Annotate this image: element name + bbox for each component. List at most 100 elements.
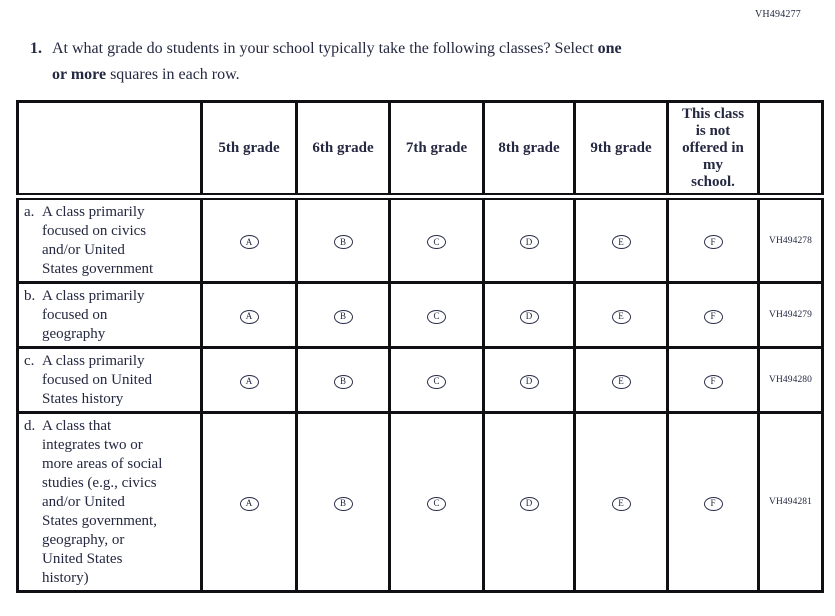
row-label: A class primarily focused on civics and/or… [42, 204, 154, 277]
option-cell: E [573, 411, 669, 593]
option-bubble-e[interactable]: E [611, 496, 631, 511]
option-bubble-f[interactable]: F [703, 309, 723, 324]
option-bubble-e[interactable]: E [611, 374, 631, 389]
row-label: A class primarily focused on United States… [42, 353, 152, 407]
option-cell: A [200, 195, 298, 284]
option-letter: A [245, 498, 253, 508]
option-bubble-a[interactable]: A [239, 374, 259, 389]
option-letter: E [618, 498, 624, 508]
option-bubble-f[interactable]: F [703, 235, 723, 249]
option-letter: B [339, 311, 346, 321]
option-bubble-d[interactable]: D [519, 374, 539, 389]
option-letter: C [433, 311, 440, 321]
row-code: VH494281 [757, 411, 824, 593]
table-row: c. A class primarily focused on United Sta… [16, 346, 824, 414]
option-bubble-d[interactable]: D [519, 309, 539, 324]
row-label-cell: d. A class that integrates two or more are… [16, 411, 203, 593]
question-block: 1. At what grade do students in your sch… [30, 36, 775, 88]
option-bubble-c[interactable]: C [427, 235, 446, 249]
option-cell: B [295, 411, 391, 593]
option-bubble-b[interactable]: B [333, 496, 353, 511]
option-cell: C [388, 411, 485, 593]
header-blank-cell [16, 100, 203, 200]
option-letter: F [710, 498, 716, 508]
table-body: a. A class primarily focused on civics and… [16, 195, 824, 593]
option-bubble-a[interactable]: A [239, 235, 259, 249]
row-code: VH494278 [757, 195, 824, 284]
option-letter: C [433, 236, 440, 247]
option-letter: A [245, 236, 253, 247]
row-label: A class that integrates two or more areas … [42, 418, 163, 586]
option-letter: F [710, 311, 716, 321]
option-bubble-e[interactable]: E [611, 309, 631, 324]
option-bubble-f[interactable]: F [703, 374, 723, 389]
option-cell: B [295, 195, 391, 284]
option-cell: A [200, 346, 298, 414]
option-bubble-b[interactable]: B [333, 309, 353, 324]
option-cell: E [573, 195, 669, 284]
row-label-cell: a. A class primarily focused on civics and… [16, 195, 203, 284]
table-row: d. A class that integrates two or more are… [16, 411, 824, 593]
header-not-offered-line: is not [695, 122, 731, 139]
option-cell: B [295, 346, 391, 414]
option-letter: D [525, 498, 533, 508]
option-letter: E [618, 311, 624, 321]
option-cell: C [388, 195, 485, 284]
option-bubble-c[interactable]: C [427, 309, 446, 324]
row-letter: a. [24, 204, 35, 220]
option-letter: E [618, 236, 624, 247]
option-cell: A [200, 281, 298, 349]
option-cell: F [666, 195, 760, 284]
option-bubble-b[interactable]: B [333, 235, 353, 249]
option-cell: F [666, 346, 760, 414]
option-letter: B [339, 236, 346, 247]
option-cell: D [482, 346, 576, 414]
option-bubble-f[interactable]: F [703, 496, 723, 511]
table-row: b. A class primarily focused on geography … [16, 281, 824, 349]
option-letter: D [525, 236, 533, 247]
option-cell: B [295, 281, 391, 349]
option-bubble-c[interactable]: C [427, 374, 446, 389]
option-bubble-d[interactable]: D [519, 235, 539, 249]
option-letter: E [618, 376, 624, 386]
option-cell: E [573, 346, 669, 414]
option-cell: D [482, 411, 576, 593]
option-cell: A [200, 411, 298, 593]
option-bubble-a[interactable]: A [239, 496, 259, 511]
option-letter: D [525, 311, 533, 321]
header-not-offered: This class is not offered in my school. [666, 100, 760, 200]
option-bubble-e[interactable]: E [611, 235, 631, 249]
table-row: a. A class primarily focused on civics and… [16, 195, 824, 284]
header-not-offered-line: offered in [682, 139, 744, 156]
page-code: VH494277 [754, 9, 801, 20]
header-8th-grade: 8th grade [482, 100, 576, 200]
header-not-offered-line: school. [691, 173, 735, 190]
row-letter: b. [24, 288, 36, 304]
option-bubble-c[interactable]: C [427, 496, 446, 511]
option-letter: A [245, 376, 253, 386]
option-letter: F [710, 376, 716, 386]
row-code: VH494279 [757, 281, 824, 349]
option-letter: A [245, 311, 253, 321]
header-6th-grade: 6th grade [295, 100, 391, 200]
option-letter: C [433, 376, 440, 386]
option-bubble-b[interactable]: B [333, 374, 353, 389]
question-number: 1. [30, 40, 42, 57]
option-bubble-d[interactable]: D [519, 496, 539, 511]
header-9th-grade: 9th grade [573, 100, 669, 200]
row-code: VH494280 [757, 346, 824, 414]
option-bubble-a[interactable]: A [239, 309, 259, 324]
header-not-offered-line: my [703, 156, 723, 173]
option-letter: D [525, 376, 533, 386]
header-7th-grade: 7th grade [388, 100, 485, 200]
grade-selection-table: 5th grade 6th grade 7th grade 8th grade … [16, 100, 824, 593]
row-letter: d. [24, 418, 36, 434]
option-cell: D [482, 195, 576, 284]
option-letter: B [339, 376, 346, 386]
option-cell: E [573, 281, 669, 349]
option-cell: C [388, 281, 485, 349]
option-letter: B [339, 498, 346, 508]
option-cell: C [388, 346, 485, 414]
header-code-cell [757, 100, 824, 200]
